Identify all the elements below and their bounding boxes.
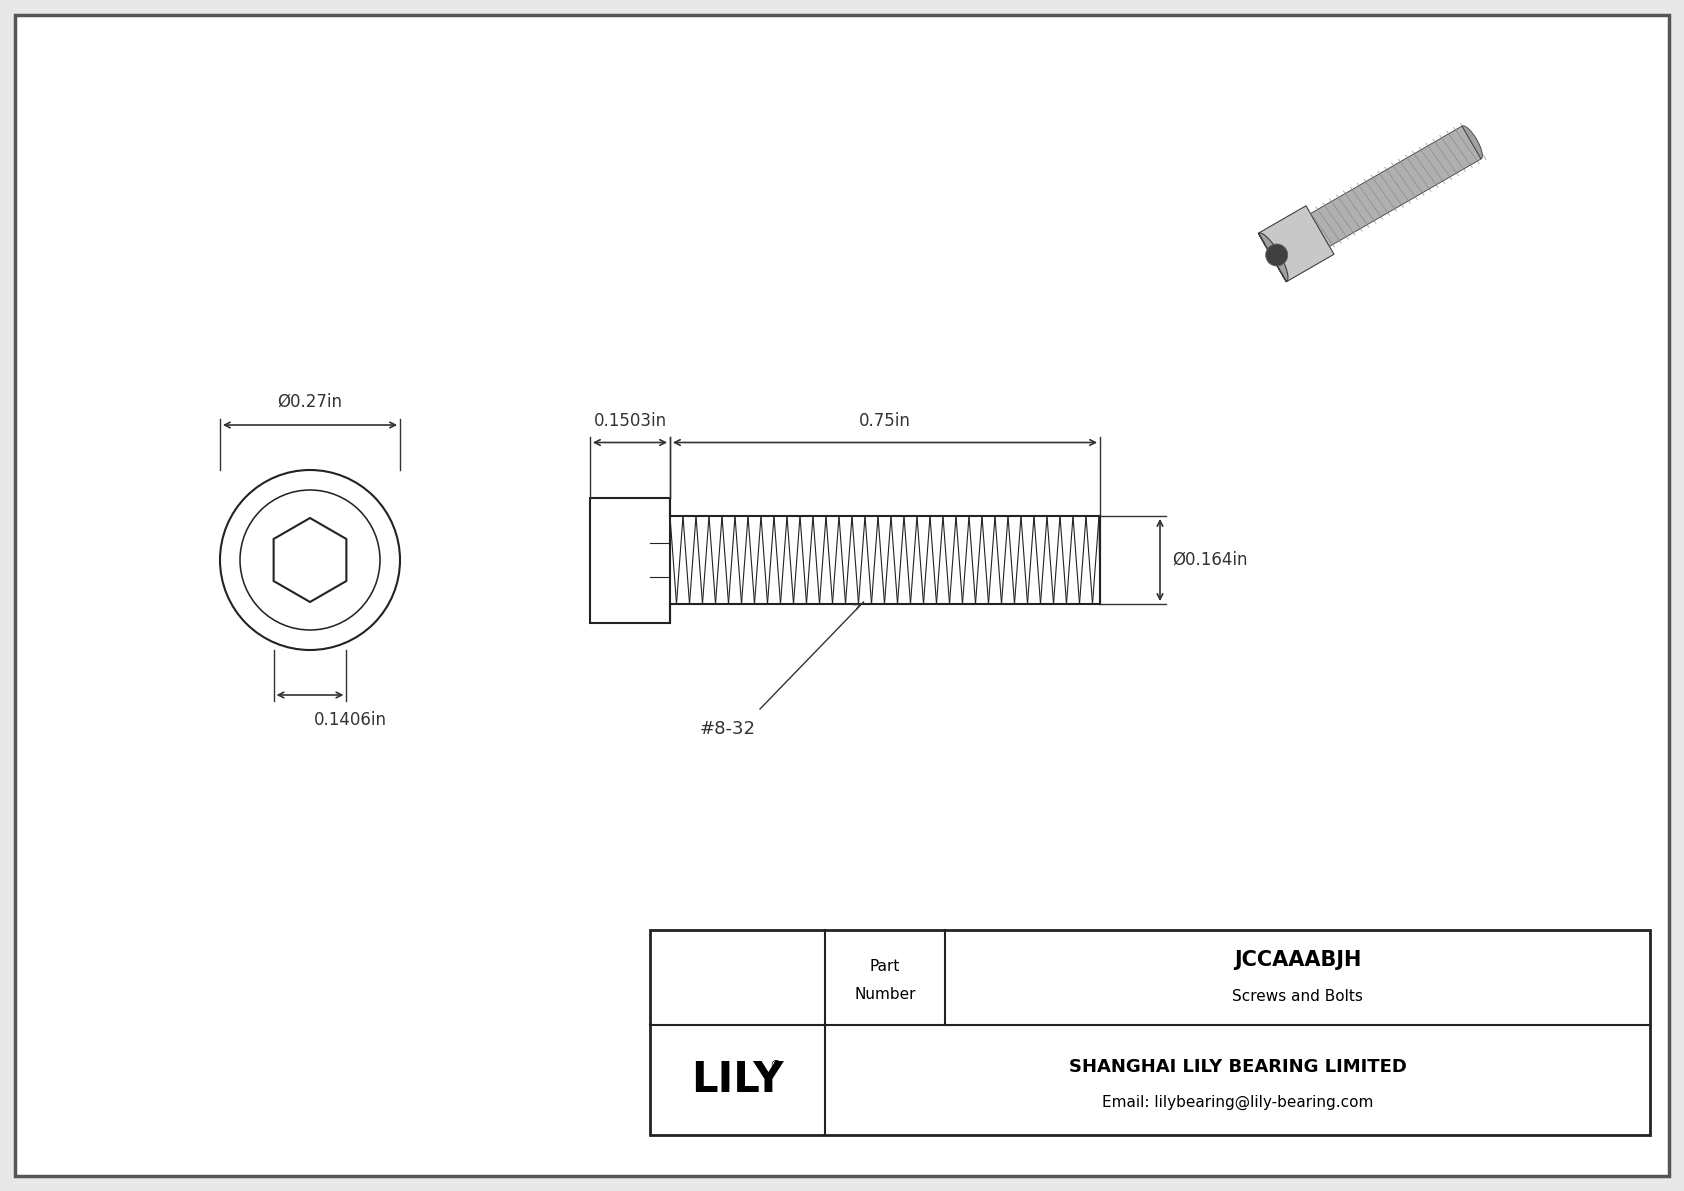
Polygon shape	[1258, 206, 1334, 282]
Text: 0.75in: 0.75in	[859, 412, 911, 430]
Text: Screws and Bolts: Screws and Bolts	[1233, 989, 1362, 1004]
Text: JCCAAABJH: JCCAAABJH	[1234, 950, 1361, 971]
Text: Number: Number	[854, 987, 916, 1002]
Polygon shape	[1310, 126, 1480, 247]
Text: ®: ®	[770, 1060, 781, 1073]
Circle shape	[1266, 244, 1288, 266]
Text: Ø0.164in: Ø0.164in	[1172, 551, 1248, 569]
Text: 0.1503in: 0.1503in	[593, 412, 667, 430]
Polygon shape	[1258, 233, 1288, 282]
Text: Part: Part	[871, 959, 901, 973]
Bar	[650, 930, 1650, 1135]
Polygon shape	[1462, 126, 1482, 158]
Text: SHANGHAI LILY BEARING LIMITED: SHANGHAI LILY BEARING LIMITED	[1069, 1058, 1406, 1075]
Text: #8-32: #8-32	[701, 721, 756, 738]
Bar	[589, 498, 670, 623]
Circle shape	[221, 470, 401, 650]
Text: LILY: LILY	[690, 1059, 783, 1100]
Text: 0.1406in: 0.1406in	[313, 711, 387, 729]
Text: Ø0.27in: Ø0.27in	[278, 393, 342, 411]
Text: Email: lilybearing@lily-bearing.com: Email: lilybearing@lily-bearing.com	[1101, 1095, 1372, 1110]
